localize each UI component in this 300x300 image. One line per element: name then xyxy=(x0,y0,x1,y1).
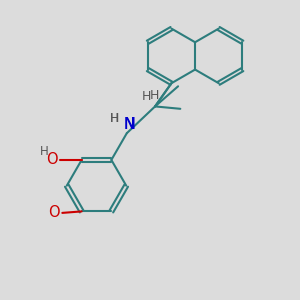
Text: N: N xyxy=(124,117,135,132)
Text: H: H xyxy=(142,89,152,103)
Text: O: O xyxy=(46,152,58,167)
Text: H: H xyxy=(40,145,48,158)
Text: O: O xyxy=(48,206,60,220)
Text: H: H xyxy=(150,88,159,102)
Text: H: H xyxy=(110,112,119,125)
Text: N: N xyxy=(123,117,135,132)
Text: H: H xyxy=(110,112,119,125)
